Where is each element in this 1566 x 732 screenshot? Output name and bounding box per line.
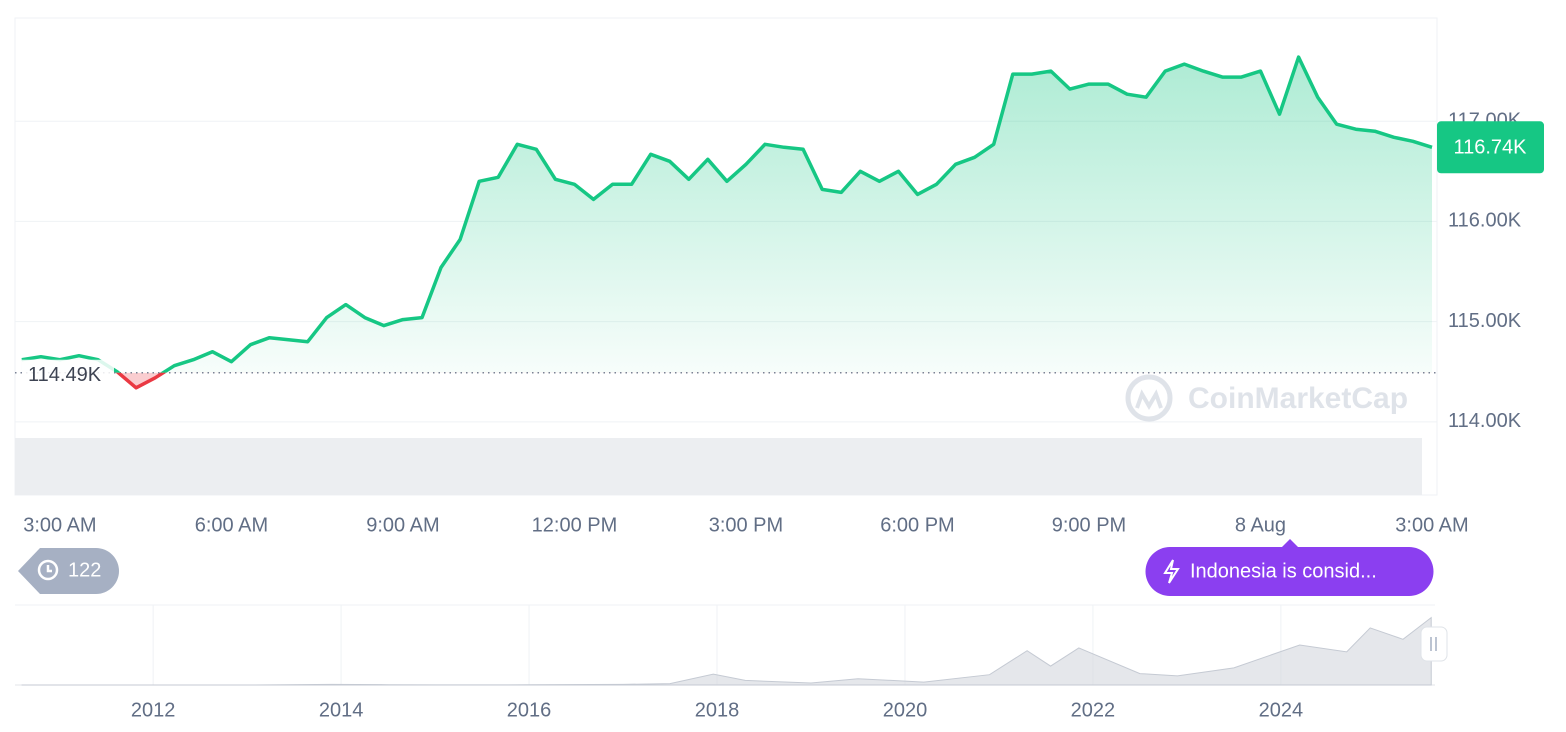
news-pill[interactable]: Indonesia is consid... (1145, 539, 1434, 596)
reference-label: 114.49K (28, 364, 102, 386)
x-tick-label: 2022 (1071, 699, 1116, 721)
y-tick-label: 114.00K (1448, 410, 1522, 432)
reference-label-bg (22, 359, 114, 386)
x-tick-label: 9:00 AM (366, 514, 439, 536)
news-headline[interactable]: Indonesia is consid... (1190, 560, 1377, 582)
history-count[interactable]: 122 (68, 559, 101, 581)
x-tick-label: 12:00 PM (532, 514, 618, 536)
price-area (21, 57, 1432, 373)
x-tick-label: 2012 (131, 699, 176, 721)
watermark-text: CoinMarketCap (1188, 382, 1408, 415)
x-tick-label: 6:00 AM (195, 514, 268, 536)
x-tick-label: 3:00 PM (709, 514, 783, 536)
y-tick-label: 116.00K (1448, 210, 1522, 232)
history-badge[interactable]: 122 (18, 548, 120, 594)
main-chart: 114.00K115.00K116.00K117.00K114.49K3:00 … (15, 55, 1544, 536)
x-tick-label: 3:00 AM (1395, 514, 1468, 536)
navigator-chart: 2012 2014 2016 2018 2020 2022 2024 (15, 604, 1448, 721)
volume-band (15, 438, 1422, 495)
x-tick-label: 2014 (319, 699, 364, 721)
news-shape[interactable] (1145, 539, 1434, 596)
x-tick-label: 2024 (1259, 699, 1304, 721)
x-tick-label: 3:00 AM (23, 514, 96, 536)
x-tick-label: 2018 (695, 699, 740, 721)
x-tick-label: 8 Aug (1235, 514, 1286, 536)
badge-shape[interactable] (18, 548, 120, 594)
x-tick-label: 6:00 PM (880, 514, 954, 536)
price-line (21, 55, 1433, 373)
last-price-label: 116.74K (1453, 137, 1527, 159)
range-handle-grip (1430, 637, 1437, 651)
range-handle[interactable] (1420, 626, 1448, 662)
watermark: CoinMarketCap (1125, 374, 1408, 422)
x-tick-label: 9:00 PM (1052, 514, 1126, 536)
x-tick-label: 2020 (883, 699, 928, 721)
x-tick-label: 2016 (507, 699, 552, 721)
last-price-tag (1437, 121, 1544, 174)
y-tick-label: 115.00K (1448, 310, 1522, 332)
history-area (21, 616, 1432, 686)
